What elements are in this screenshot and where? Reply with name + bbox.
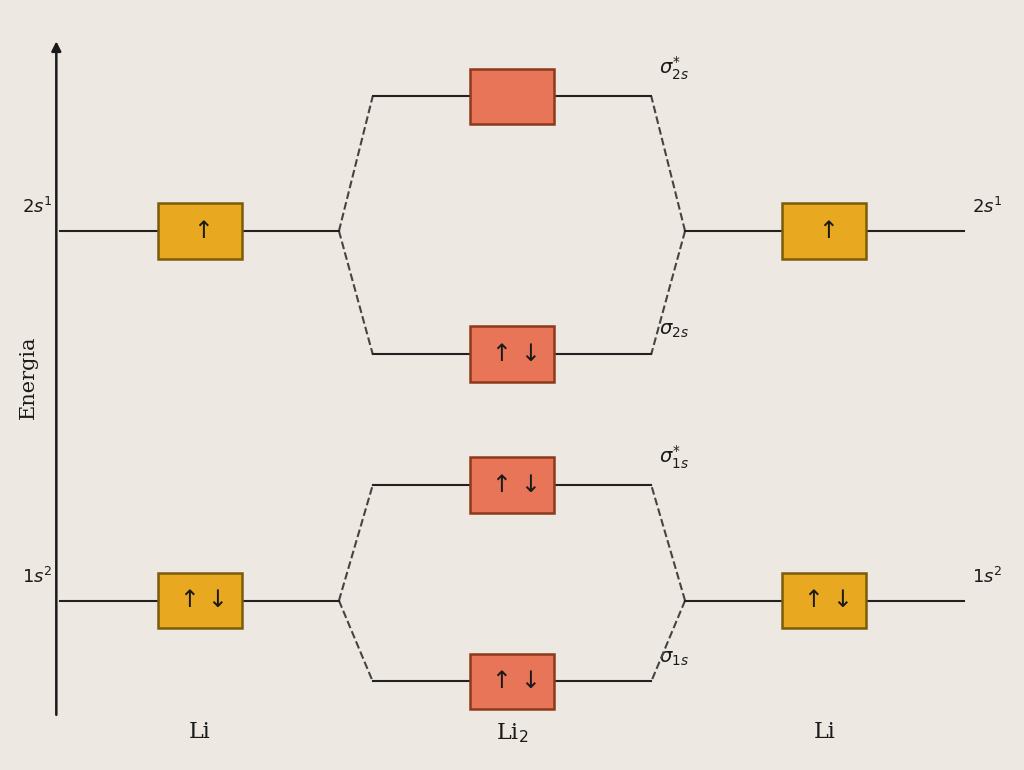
Bar	[470, 654, 554, 709]
Text: $2s^{1}$: $2s^{1}$	[22, 197, 52, 217]
Text: $\downarrow$: $\downarrow$	[515, 474, 538, 497]
Bar	[782, 573, 866, 628]
Text: $\uparrow$: $\uparrow$	[486, 670, 509, 693]
Text: Energia: Energia	[19, 336, 38, 419]
Text: Li: Li	[188, 721, 211, 742]
Text: $2s^{1}$: $2s^{1}$	[972, 197, 1002, 217]
Bar	[470, 326, 554, 382]
Text: $1s^{2}$: $1s^{2}$	[22, 567, 52, 587]
Text: $\uparrow$: $\uparrow$	[486, 343, 509, 366]
Text: $\sigma_{1s}^{*}$: $\sigma_{1s}^{*}$	[659, 444, 689, 471]
Text: $\downarrow$: $\downarrow$	[515, 670, 538, 693]
Bar	[158, 203, 242, 259]
Text: $\uparrow$: $\uparrow$	[486, 474, 509, 497]
Text: $\downarrow$: $\downarrow$	[827, 589, 850, 612]
Text: $\downarrow$: $\downarrow$	[515, 343, 538, 366]
Bar	[470, 69, 554, 124]
Bar	[782, 203, 866, 259]
Text: Li: Li	[813, 721, 836, 742]
Text: $\sigma_{2s}^{*}$: $\sigma_{2s}^{*}$	[659, 55, 689, 82]
Text: $\uparrow$: $\uparrow$	[188, 219, 211, 243]
Text: Li$_2$: Li$_2$	[496, 721, 528, 745]
Text: $\sigma_{1s}$: $\sigma_{1s}$	[659, 648, 689, 668]
Bar	[470, 457, 554, 513]
Text: $\sigma_{2s}$: $\sigma_{2s}$	[659, 321, 689, 340]
Text: $\downarrow$: $\downarrow$	[203, 589, 225, 612]
Text: $\uparrow$: $\uparrow$	[799, 589, 821, 612]
Text: $\uparrow$: $\uparrow$	[813, 219, 836, 243]
Text: $1s^{2}$: $1s^{2}$	[972, 567, 1002, 587]
Text: $\uparrow$: $\uparrow$	[174, 589, 197, 612]
Bar	[158, 573, 242, 628]
